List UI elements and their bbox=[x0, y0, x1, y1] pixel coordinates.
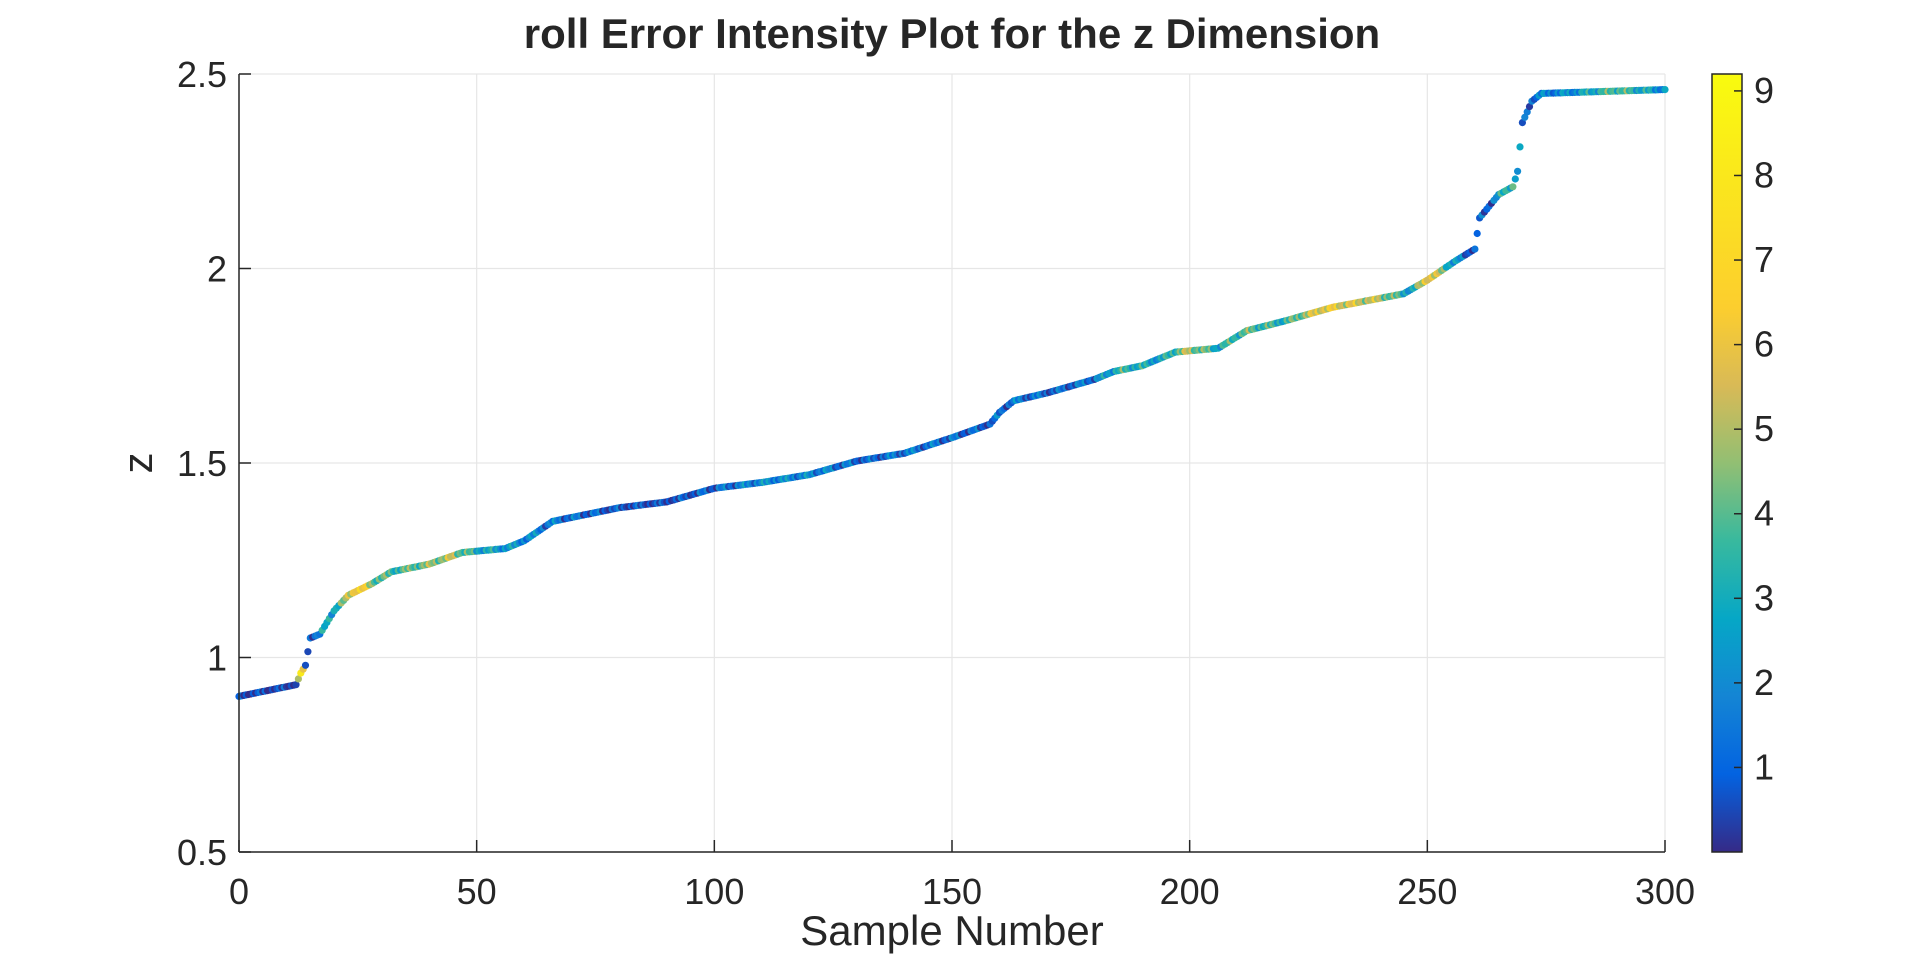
chart-title: roll Error Intensity Plot for the z Dime… bbox=[524, 10, 1380, 57]
y-tick-label: 0.5 bbox=[177, 832, 227, 873]
x-tick-label: 50 bbox=[457, 871, 497, 912]
colorbar-tick-label: 3 bbox=[1754, 577, 1774, 618]
colorbar bbox=[1711, 73, 1743, 853]
data-point bbox=[1661, 86, 1669, 94]
data-point bbox=[1514, 167, 1522, 175]
y-tick-label: 1.5 bbox=[177, 443, 227, 484]
data-point bbox=[304, 648, 312, 656]
colorbar-tick-label: 1 bbox=[1754, 746, 1774, 787]
data-point bbox=[1509, 183, 1517, 191]
data-point bbox=[1471, 245, 1479, 253]
data-point bbox=[1521, 113, 1529, 121]
x-tick-label: 300 bbox=[1635, 871, 1695, 912]
y-tick-label: 1 bbox=[207, 638, 227, 679]
colorbar-tick-label: 5 bbox=[1754, 408, 1774, 449]
data-points bbox=[235, 86, 1669, 701]
x-tick-label: 100 bbox=[684, 871, 744, 912]
colorbar-tick-label: 9 bbox=[1754, 70, 1774, 111]
x-tick-label: 0 bbox=[229, 871, 249, 912]
data-point bbox=[1473, 229, 1481, 238]
x-tick-label: 200 bbox=[1160, 871, 1220, 912]
data-point bbox=[301, 661, 310, 669]
x-tick-label: 250 bbox=[1397, 871, 1457, 912]
colorbar-tick-labels: 1 2 3 4 5 6 7 8 9 bbox=[1734, 70, 1774, 787]
data-point bbox=[1516, 143, 1524, 151]
axes bbox=[238, 73, 1666, 853]
colorbar-tick-label: 8 bbox=[1754, 154, 1774, 195]
colorbar-tick-label: 6 bbox=[1754, 324, 1774, 365]
y-tick-label: 2.5 bbox=[177, 54, 227, 95]
colorbar-tick-label: 4 bbox=[1754, 493, 1774, 534]
data-point bbox=[292, 681, 300, 689]
colorbar-tick-label: 7 bbox=[1754, 239, 1774, 280]
x-tick-label: 150 bbox=[922, 871, 982, 912]
data-point bbox=[1525, 103, 1534, 111]
data-point bbox=[1511, 175, 1519, 183]
y-axis-label: z bbox=[114, 453, 161, 474]
tick-labels: 0 50 100 150 200 250 300 0.5 1 1.5 2 2.5 bbox=[177, 54, 1695, 912]
x-axis-label: Sample Number bbox=[800, 907, 1103, 954]
colorbar-tick-label: 2 bbox=[1754, 662, 1774, 703]
data-point bbox=[294, 675, 302, 683]
y-tick-label: 2 bbox=[207, 249, 227, 290]
